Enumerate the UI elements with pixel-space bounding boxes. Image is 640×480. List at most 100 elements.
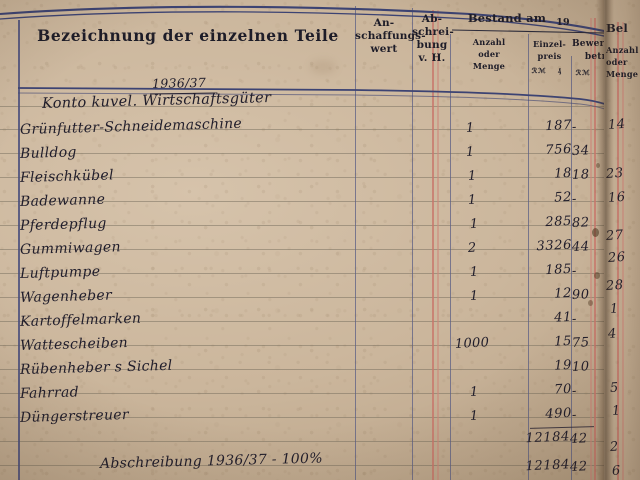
total-pfennig-repeat: 42 <box>569 459 589 475</box>
ruled-line <box>0 465 640 466</box>
row-pfennig: - <box>571 383 578 399</box>
row-label: Fleischkübel <box>19 167 115 186</box>
row-amount: 490 <box>545 405 573 423</box>
column-header-acquisition-line3: wert <box>370 43 398 55</box>
row-quantity: 1 <box>469 408 479 424</box>
red-guide-line <box>432 10 434 480</box>
row-pfennig: - <box>571 407 578 423</box>
row-label: Badewanne <box>19 191 106 210</box>
row-amount: 15 <box>553 333 573 350</box>
total-amount: 12184 <box>525 429 571 447</box>
next-page-value: 5 <box>609 380 620 396</box>
row-pfennig: - <box>571 119 578 135</box>
row-quantity: 1 <box>465 144 475 160</box>
row-label: Luftpumpe <box>19 263 101 282</box>
row-amount: 285 <box>545 213 573 231</box>
next-page-header-qty-line2: oder <box>606 57 628 67</box>
column-header-unitprice-line1: Einzel- <box>532 39 567 49</box>
red-guide-line <box>622 22 624 480</box>
currency-mark-unitprice: ℛℳ <box>531 67 547 75</box>
row-label: Bulldog <box>19 144 77 162</box>
fiscal-year-entry: 1936/37 <box>151 74 207 91</box>
row-amount: 3326 <box>536 237 573 255</box>
column-header-unitprice-line2: preis <box>537 51 562 61</box>
row-amount: 19 <box>553 357 573 374</box>
column-header-quantity-line1: Anzahl <box>472 37 506 47</box>
row-label: Kartoffelmarken <box>19 310 142 330</box>
ruled-line <box>0 393 640 394</box>
column-header-description: Bezeichnung der einzelnen Teile <box>37 26 339 45</box>
column-header-acquisition-line1: An- <box>373 17 395 29</box>
margin-rule <box>18 20 20 480</box>
ruled-line <box>0 441 640 442</box>
row-amount: 41 <box>553 309 573 326</box>
column-header-stock-year: 19 <box>556 17 570 28</box>
column-rule-depreciation <box>412 8 413 480</box>
row-quantity: 1 <box>469 384 479 400</box>
ruled-line <box>0 417 640 418</box>
row-quantity: 1000 <box>454 335 490 352</box>
column-rule-quantity <box>450 34 451 480</box>
row-pfennig: 18 <box>571 167 591 183</box>
column-rule-pfennig <box>571 56 572 480</box>
ruled-line <box>0 345 640 346</box>
ruled-line <box>0 369 640 370</box>
row-pfennig: 44 <box>571 239 591 255</box>
red-guide-line <box>594 18 596 480</box>
next-page-header-qty-line1: Anzahl <box>606 45 639 55</box>
row-pfennig: 82 <box>571 215 591 231</box>
row-pfennig: 75 <box>571 335 591 351</box>
column-header-stock-group: Bestand am <box>467 11 547 25</box>
red-guide-line <box>590 18 592 480</box>
account-title-entry: Konto kuvel. Wirtschaftsgüter <box>41 89 272 112</box>
row-label: Pferdepflug <box>19 215 107 234</box>
next-page-value: 1 <box>611 403 622 419</box>
page-gutter-shadow <box>596 0 614 480</box>
column-rule-unitprice <box>528 34 529 480</box>
column-header-depreciation-line2: schrei- <box>412 26 454 38</box>
row-quantity: 1 <box>467 192 477 208</box>
next-page-header-stock: Bel <box>606 21 629 35</box>
ruled-line <box>0 249 640 250</box>
ruled-line <box>0 177 640 178</box>
total-amount-repeat: 12184 <box>525 457 571 475</box>
row-amount: 756 <box>545 141 573 159</box>
depreciation-note: Abschreibung 1936/37 - 100% <box>99 450 324 472</box>
total-pfennig: 42 <box>569 431 589 447</box>
column-header-quantity-line3: Menge <box>472 61 506 71</box>
row-label: Grünfutter-Schneidemaschine <box>19 115 243 138</box>
row-pfennig: 90 <box>571 287 591 303</box>
ruled-line <box>0 321 640 322</box>
row-label: Wagenheber <box>19 287 113 306</box>
column-header-depreciation-line4: v. H. <box>418 52 446 64</box>
row-quantity: 1 <box>467 168 477 184</box>
row-amount: 52 <box>553 189 573 206</box>
row-amount: 70 <box>553 381 573 398</box>
row-label: Gummiwagen <box>19 239 122 258</box>
red-guide-line <box>437 10 439 480</box>
ruled-line <box>0 153 640 154</box>
row-label: Fahrrad <box>19 384 80 402</box>
row-label: Wattescheiben <box>19 334 129 354</box>
row-amount: 185 <box>545 261 573 279</box>
ruled-line <box>0 273 640 274</box>
column-rule-acquisition <box>355 6 356 480</box>
row-quantity: 2 <box>467 240 477 256</box>
red-guide-line <box>617 22 619 480</box>
row-quantity: 1 <box>469 216 479 232</box>
next-page-value: 6 <box>611 463 622 479</box>
row-pfennig: 34 <box>571 143 591 159</box>
next-page-value: 2 <box>609 439 620 455</box>
column-header-valuation-line2: betrag <box>572 52 632 63</box>
next-page-header-qty-line3: Menge <box>606 69 639 79</box>
row-pfennig: - <box>571 311 578 327</box>
row-amount: 12 <box>553 285 573 302</box>
row-label: Rübenheber s Sichel <box>19 357 173 378</box>
row-quantity: 1 <box>469 288 479 304</box>
currency-mark-valuation: ℛℳ <box>575 69 591 77</box>
row-pfennig: - <box>571 263 578 279</box>
row-amount: 18 <box>553 165 573 182</box>
next-page-value: 1 <box>609 301 620 317</box>
column-header-depreciation-line3: bung <box>416 39 448 51</box>
